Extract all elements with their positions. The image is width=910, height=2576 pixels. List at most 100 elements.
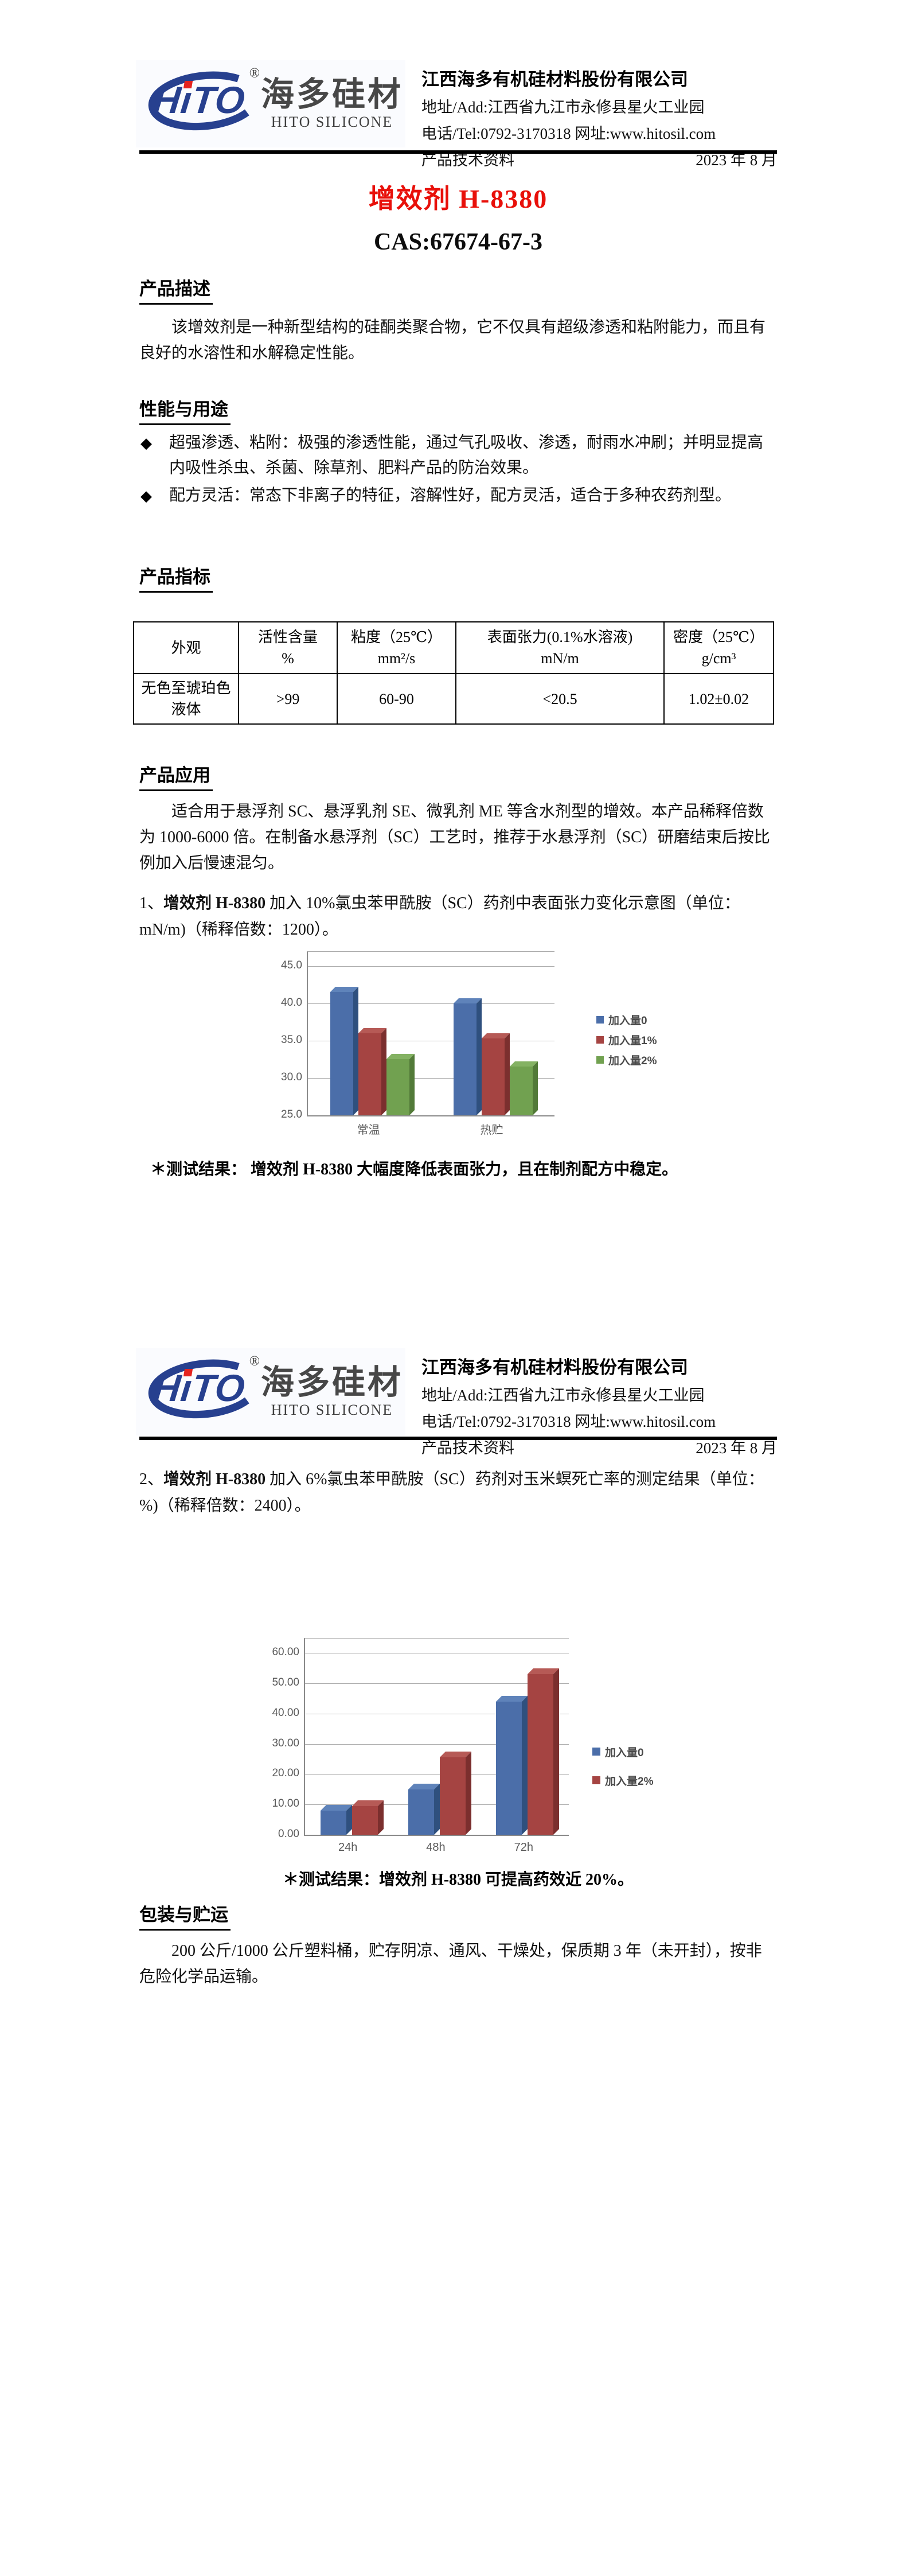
bar-side-face xyxy=(433,1784,440,1835)
company-logo: HıTO ® 海多硅材 HITO SILICONE xyxy=(136,1348,405,1435)
legend-item: 加入量2% xyxy=(596,1050,657,1070)
logo-red-dot-icon xyxy=(183,1369,193,1376)
legend-swatch-icon xyxy=(596,1056,604,1064)
bar xyxy=(408,1784,440,1835)
figure2-number: 2、 xyxy=(139,1470,164,1488)
company-name: 江西海多有机硅材料股份有限公司 xyxy=(421,1357,688,1378)
diamond-bullet-icon: ◆ xyxy=(140,488,152,504)
logo-red-dot-icon xyxy=(183,81,193,88)
spec-col-header: 密度（25℃） g/cm³ xyxy=(663,621,774,674)
y-axis-tick-label: 40.0 xyxy=(281,997,302,1009)
company-tel-web: 电话/Tel:0792-3170318 网址:www.hitosil.com xyxy=(421,125,716,142)
bar-side-face xyxy=(346,1805,352,1835)
gridline xyxy=(305,1744,569,1745)
bar-group xyxy=(481,1668,569,1835)
company-address: 地址/Add:江西省九江市永修县星火工业园 xyxy=(421,99,705,116)
bullet-text: 配方灵活：常态下非离子的特征，溶解性好，配方灵活，适合于多种农药剂型。 xyxy=(169,487,732,504)
logo-swoosh-icon xyxy=(148,1359,249,1419)
legend-swatch-icon xyxy=(596,1036,604,1044)
x-axis-category-label: 48h xyxy=(426,1841,446,1854)
bar xyxy=(496,1696,528,1835)
mortality-chart: 0.00 10.00 20.00 30.00 40.00 50.00 60.00 24h 48h… xyxy=(255,1631,702,1866)
bar-side-face xyxy=(476,998,482,1115)
header-info: 江西海多有机硅材料股份有限公司 地址/Add:江西省九江市永修县星火工业园 电话… xyxy=(421,1353,777,1458)
x-axis-category-label: 24h xyxy=(338,1841,358,1854)
legend-item: 加入量1% xyxy=(596,1030,657,1050)
bar-side-face xyxy=(553,1668,560,1835)
section-heading-description: 产品描述 xyxy=(139,274,213,305)
figure2-caption-text: 加入 6%氯虫苯甲酰胺（SC）药剂对玉米螟死亡率的测定结果（单位：%)（稀释倍数… xyxy=(139,1470,764,1515)
logo-swoosh-icon xyxy=(148,71,249,131)
bullet-item: ◆ 超强渗透、粘附：极强的渗透性能，通过气孔吸收、渗透，耐雨水冲刷；并明显提高内… xyxy=(139,430,777,481)
spec-cell-viscosity: 60-90 xyxy=(337,673,456,725)
logo-chinese-name: 海多硅材 xyxy=(261,75,404,113)
logo-chinese-name: 海多硅材 xyxy=(261,1363,404,1401)
page1-header: HıTO ® 海多硅材 HITO SILICONE 江西海多有机硅材料股份有限公… xyxy=(136,60,777,169)
spec-col-header: 粘度（25℃） mm²/s xyxy=(337,621,456,674)
gridline xyxy=(305,1774,569,1775)
description-text: 该增效剂是一种新型结构的硅酮类聚合物，它不仅具有超级渗透和粘附能力，而且有良好的… xyxy=(139,318,766,362)
figure1-product: 增效剂 H-8380 xyxy=(163,894,266,912)
bar-side-face xyxy=(377,1800,384,1835)
bar xyxy=(330,987,358,1115)
bar xyxy=(386,1054,415,1115)
legend-swatch-icon xyxy=(592,1748,600,1756)
packaging-text: 200 公斤/1000 公斤塑料桶，贮存阴凉、通风、干燥处，保质期 3 年（未开… xyxy=(139,1942,762,1986)
y-axis-tick-label: 0.00 xyxy=(278,1828,299,1840)
figure1-caption: 1、增效剂 H-8380 加入 10%氯虫苯甲酰胺（SC）药剂中表面张力变化示意… xyxy=(139,890,777,943)
legend-swatch-icon xyxy=(592,1776,600,1784)
legend-label: 加入量2% xyxy=(605,1775,654,1788)
y-axis-tick-label: 40.00 xyxy=(272,1706,299,1719)
company-tel-web: 电话/Tel:0792-3170318 网址:www.hitosil.com xyxy=(421,1413,716,1430)
x-axis-category-label: 72h xyxy=(514,1841,533,1854)
legend-label: 加入量1% xyxy=(608,1035,657,1047)
diamond-bullet-icon: ◆ xyxy=(140,435,152,452)
bar-side-face xyxy=(381,1028,386,1115)
header-info: 江西海多有机硅材料股份有限公司 地址/Add:江西省九江市永修县星火工业园 电话… xyxy=(421,65,777,170)
bar-group xyxy=(393,1752,481,1835)
bar-side-face xyxy=(353,987,358,1115)
bar-side-face xyxy=(409,1054,415,1115)
bar-side-face xyxy=(522,1696,528,1835)
bar xyxy=(320,1805,352,1835)
bar xyxy=(351,1800,384,1835)
logo-text-column: 海多硅材 HITO SILICONE xyxy=(261,75,404,131)
doc-type: 产品技术资料 xyxy=(421,1439,514,1457)
test-result-2: ＊测试结果：增效剂 H-8380 可提高药效近 20%。 xyxy=(282,1871,634,1889)
legend-item: 加入量0 xyxy=(596,1010,657,1030)
gridline xyxy=(308,1078,554,1079)
spec-col-header: 活性含量% xyxy=(238,621,338,674)
surface-tension-chart: 25.0 30.0 35.0 40.0 45.0 常温 热贮 加入量0 加入量1% 加入量2% xyxy=(261,945,685,1146)
figure1-number: 1、 xyxy=(139,894,164,912)
bar xyxy=(528,1668,560,1835)
spec-col-header: 外观 xyxy=(133,621,239,674)
spec-table-header-row: 外观 活性含量% 粘度（25℃） mm²/s 表面张力(0.1%水溶液) mN/m … xyxy=(133,621,774,674)
gridline xyxy=(308,1003,554,1004)
performance-bullets: ◆ 超强渗透、粘附：极强的渗透性能，通过气孔吸收、渗透，耐雨水冲刷；并明显提高内… xyxy=(139,430,777,511)
chart-legend: 加入量0 加入量1% 加入量2% xyxy=(596,1010,657,1070)
doc-date: 2023 年 8 月 xyxy=(696,151,777,169)
spec-cell-density: 1.02±0.02 xyxy=(663,673,774,725)
hito-logo-icon: HıTO ® xyxy=(136,66,260,142)
section-heading-spec: 产品指标 xyxy=(139,562,213,593)
application-text: 适合用于悬浮剂 SC、悬浮乳剂 SE、微乳剂 ME 等含水剂型的增效。本产品稀释… xyxy=(139,803,770,872)
y-axis-tick-label: 30.0 xyxy=(281,1071,302,1083)
gridline xyxy=(308,966,554,967)
logo-english-name: HITO SILICONE xyxy=(271,114,393,131)
figure2-caption: 2、增效剂 H-8380 加入 6%氯虫苯甲酰胺（SC）药剂对玉米螟死亡率的测定… xyxy=(139,1466,777,1519)
figure2-product: 增效剂 H-8380 xyxy=(163,1470,266,1488)
doc-date: 2023 年 8 月 xyxy=(696,1439,777,1457)
legend-label: 加入量0 xyxy=(605,1746,644,1759)
x-axis-category-label: 热贮 xyxy=(480,1124,503,1137)
bar xyxy=(358,1028,386,1115)
logo-text-column: 海多硅材 HITO SILICONE xyxy=(261,1363,404,1419)
y-axis-tick-label: 10.00 xyxy=(272,1797,299,1810)
section-heading-packaging: 包装与贮运 xyxy=(139,1900,231,1931)
bar-side-face xyxy=(532,1061,538,1115)
doc-meta-row: 产品技术资料 2023 年 8 月 xyxy=(421,1435,777,1458)
bar-side-face xyxy=(504,1033,510,1115)
y-axis-tick-label: 60.00 xyxy=(272,1646,299,1658)
bar xyxy=(481,1033,510,1115)
chart-plot-area xyxy=(307,951,554,1116)
